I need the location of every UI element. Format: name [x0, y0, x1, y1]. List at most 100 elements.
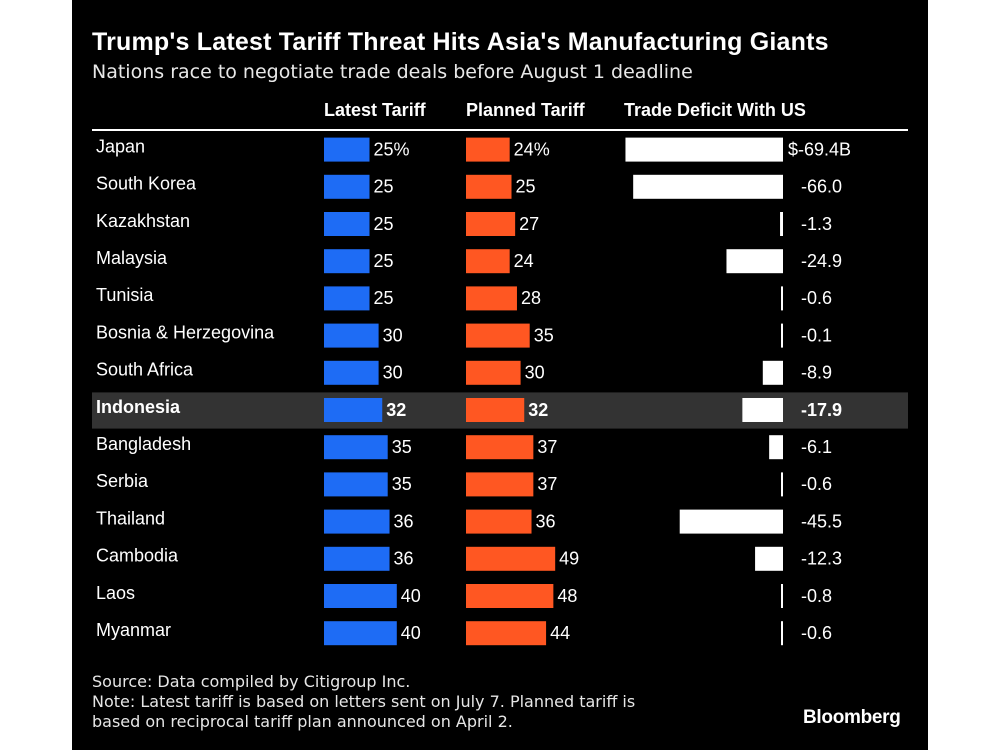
- latest-tariff-bar-bangladesh: [324, 435, 388, 460]
- planned-tariff-bar-bangladesh: [466, 435, 534, 460]
- country-label-south-korea: South Korea: [96, 174, 197, 194]
- latest-tariff-label-south-africa: 30: [383, 363, 403, 383]
- trade-deficit-label-south-africa: -8.9: [801, 363, 832, 383]
- planned-tariff-bar-kazakhstan: [466, 212, 516, 236]
- trade-deficit-label-bangladesh: -6.1: [801, 437, 832, 457]
- country-label-myanmar: Myanmar: [96, 620, 171, 640]
- country-label-south-africa: South Africa: [96, 360, 194, 380]
- planned-tariff-bar-myanmar: [466, 621, 547, 646]
- latest-tariff-bar-tunisia: [324, 286, 370, 311]
- trade-deficit-bar-laos: [781, 584, 783, 608]
- planned-tariff-bar-south-africa: [466, 360, 521, 385]
- planned-tariff-label-south-africa: 30: [525, 363, 545, 383]
- trade-deficit-label-laos: -0.8: [801, 586, 832, 606]
- trade-deficit-bar-myanmar: [781, 621, 783, 646]
- latest-tariff-bar-south-korea: [324, 174, 370, 199]
- latest-tariff-bar-thailand: [324, 509, 390, 534]
- latest-tariff-bar-indonesia: [324, 398, 383, 422]
- planned-tariff-label-kazakhstan: 27: [519, 214, 539, 234]
- latest-tariff-label-kazakhstan: 25: [374, 214, 394, 234]
- trade-deficit-bar-indonesia: [742, 398, 783, 422]
- planned-tariff-bar-bosnia-herzegovina: [466, 323, 530, 348]
- latest-tariff-label-indonesia: 32: [386, 400, 406, 420]
- planned-tariff-label-japan: 24%: [514, 139, 550, 159]
- latest-tariff-bar-japan: [324, 137, 370, 162]
- planned-tariff-bar-malaysia: [466, 249, 510, 274]
- country-label-laos: Laos: [96, 583, 135, 603]
- trade-deficit-bar-japan: [625, 137, 783, 162]
- latest-tariff-bar-malaysia: [324, 249, 370, 274]
- trade-deficit-label-bosnia-herzegovina: -0.1: [801, 325, 832, 345]
- chart-subtitle: Nations race to negotiate trade deals be…: [92, 61, 693, 83]
- planned-tariff-label-bosnia-herzegovina: 35: [534, 325, 554, 345]
- planned-tariff-bar-cambodia: [466, 546, 556, 571]
- country-label-bangladesh: Bangladesh: [96, 434, 191, 454]
- trade-deficit-bar-bosnia-herzegovina: [781, 323, 783, 348]
- column-header-trade-deficit: Trade Deficit With US: [624, 100, 806, 120]
- trade-deficit-bar-thailand: [679, 509, 783, 534]
- country-label-serbia: Serbia: [96, 471, 149, 491]
- planned-tariff-bar-thailand: [466, 509, 532, 534]
- planned-tariff-label-south-korea: 25: [516, 177, 536, 197]
- planned-tariff-label-thailand: 36: [536, 511, 556, 531]
- trade-deficit-label-serbia: -0.6: [801, 474, 832, 494]
- column-header-latest-tariff: Latest Tariff: [324, 100, 426, 120]
- country-label-cambodia: Cambodia: [96, 546, 179, 566]
- trade-deficit-label-myanmar: -0.6: [801, 623, 832, 643]
- trade-deficit-bar-cambodia: [755, 546, 783, 571]
- trade-deficit-bar-south-africa: [762, 360, 783, 385]
- chart-card: Trump's Latest Tariff Threat Hits Asia's…: [72, 0, 928, 750]
- latest-tariff-label-cambodia: 36: [394, 549, 414, 569]
- latest-tariff-label-myanmar: 40: [401, 623, 421, 643]
- trade-deficit-label-kazakhstan: -1.3: [801, 214, 832, 234]
- latest-tariff-label-south-korea: 25: [374, 177, 394, 197]
- planned-tariff-bar-japan: [466, 137, 510, 162]
- country-label-kazakhstan: Kazakhstan: [96, 211, 190, 231]
- country-label-malaysia: Malaysia: [96, 248, 168, 268]
- trade-deficit-bar-serbia: [781, 472, 783, 497]
- latest-tariff-label-bangladesh: 35: [392, 437, 412, 457]
- latest-tariff-bar-kazakhstan: [324, 212, 370, 236]
- trade-deficit-label-tunisia: -0.6: [801, 288, 832, 308]
- planned-tariff-label-indonesia: 32: [528, 400, 548, 420]
- trade-deficit-label-cambodia: -12.3: [801, 549, 842, 569]
- trade-deficit-bar-malaysia: [726, 249, 783, 274]
- country-label-tunisia: Tunisia: [96, 285, 154, 305]
- latest-tariff-label-tunisia: 25: [374, 288, 394, 308]
- planned-tariff-label-tunisia: 28: [521, 288, 541, 308]
- planned-tariff-bar-laos: [466, 584, 554, 608]
- note-line-2: based on reciprocal tariff plan announce…: [92, 712, 513, 731]
- latest-tariff-label-serbia: 35: [392, 474, 412, 494]
- trade-deficit-label-thailand: -45.5: [801, 511, 842, 531]
- country-label-indonesia: Indonesia: [96, 397, 181, 417]
- planned-tariff-bar-serbia: [466, 472, 534, 497]
- trade-deficit-label-south-korea: -66.0: [801, 177, 842, 197]
- planned-tariff-bar-indonesia: [466, 398, 525, 422]
- planned-tariff-bar-south-korea: [466, 174, 512, 199]
- country-label-japan: Japan: [96, 136, 145, 156]
- chart-title: Trump's Latest Tariff Threat Hits Asia's…: [92, 28, 829, 56]
- trade-deficit-bar-bangladesh: [769, 435, 783, 460]
- header-divider: [92, 129, 908, 131]
- country-label-thailand: Thailand: [96, 508, 165, 528]
- latest-tariff-label-laos: 40: [401, 586, 421, 606]
- planned-tariff-label-malaysia: 24: [514, 251, 534, 271]
- latest-tariff-bar-myanmar: [324, 621, 397, 646]
- latest-tariff-bar-cambodia: [324, 546, 390, 571]
- latest-tariff-label-malaysia: 25: [374, 251, 394, 271]
- source-note: Source: Data compiled by Citigroup Inc.: [92, 672, 411, 691]
- note-line-1: Note: Latest tariff is based on letters …: [92, 692, 636, 711]
- column-header-planned-tariff: Planned Tariff: [466, 100, 585, 120]
- latest-tariff-bar-laos: [324, 584, 397, 608]
- latest-tariff-label-bosnia-herzegovina: 30: [383, 325, 403, 345]
- latest-tariff-label-japan: 25%: [374, 139, 410, 159]
- latest-tariff-bar-bosnia-herzegovina: [324, 323, 379, 348]
- trade-deficit-label-malaysia: -24.9: [801, 251, 842, 271]
- chart-footer: Source: Data compiled by Citigroup Inc. …: [92, 672, 635, 732]
- planned-tariff-label-cambodia: 49: [559, 549, 579, 569]
- planned-tariff-label-bangladesh: 37: [537, 437, 557, 457]
- planned-tariff-label-laos: 48: [557, 586, 577, 606]
- planned-tariff-label-myanmar: 44: [550, 623, 570, 643]
- latest-tariff-bar-south-africa: [324, 360, 379, 385]
- trade-deficit-bar-tunisia: [781, 286, 783, 311]
